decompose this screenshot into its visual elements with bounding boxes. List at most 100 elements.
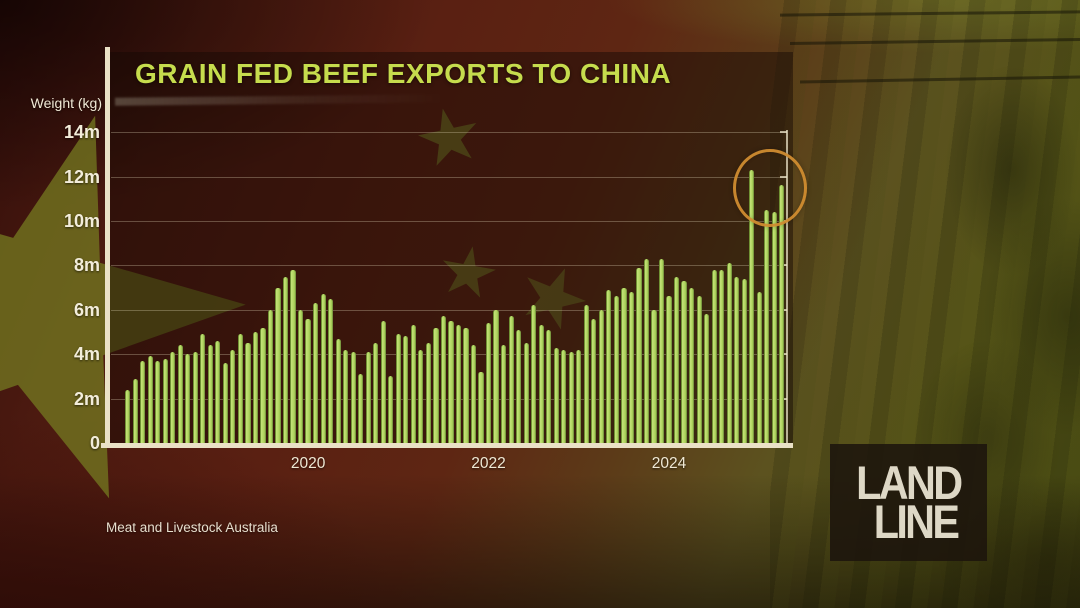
bar-month-80 [726,263,732,443]
bar-month-39 [418,349,424,443]
right-axis-tick [780,131,787,134]
y-tick-label: 6m [73,299,100,320]
bar-month-11 [207,345,213,443]
bar-month-70 [651,309,657,443]
bar-month-8 [185,354,191,443]
y-tick-label: 2m [73,388,100,409]
bar-month-48 [485,323,492,443]
x-tick-label-2022: 2022 [471,455,506,472]
chart-panel: GRAIN FED BEEF EXPORTS TO CHINA [101,47,807,448]
bar-month-46 [470,345,477,443]
bar-month-28 [335,338,341,443]
y-tick-label: 0 [89,433,100,453]
bar-month-12 [215,340,221,443]
bar-month-13 [222,363,228,443]
bar-month-37 [403,336,409,443]
bar-month-64 [606,289,612,443]
bar-month-71 [658,258,665,443]
bar-month-6 [170,351,176,443]
bar-month-9 [192,351,198,443]
right-axis-line [786,130,788,443]
bar-month-22 [290,269,296,443]
bar-month-44 [455,325,462,443]
x-tick-label-2020: 2020 [290,455,326,472]
bar-month-62 [591,318,597,443]
bar-month-45 [463,327,469,443]
gridline [111,309,787,311]
bar-month-75 [689,287,695,443]
highlight-circle-annotation [733,149,807,227]
bar-month-51 [508,316,514,443]
y-tick-label: 8m [73,255,100,276]
bar-month-19 [267,309,274,443]
bar-month-0 [125,389,131,443]
bar-month-60 [576,349,582,443]
y-tick-label: 4m [73,344,100,365]
bar-month-31 [358,374,364,443]
bar-month-25 [313,303,319,443]
bar-month-53 [523,343,529,443]
bar-month-23 [297,309,304,443]
y-tick-label: 10m [63,211,100,231]
bar-month-7 [177,345,183,443]
bar-month-87 [779,185,785,443]
gridline [111,221,787,222]
bar-month-55 [538,325,544,443]
bar-month-16 [245,343,251,443]
bar-month-17 [252,332,259,443]
bar-month-36 [395,334,401,443]
gridline [111,132,787,134]
fence-rail [779,10,1080,17]
bar-month-72 [666,296,672,443]
bar-month-20 [275,287,281,443]
bar-month-57 [553,347,559,443]
bar-month-14 [230,349,236,443]
bar-month-59 [568,351,574,443]
bar-month-73 [673,276,680,443]
fence-rail [789,37,1080,45]
bar-month-33 [373,343,379,443]
y-axis-title: Weight (kg) [30,95,102,111]
bar-month-15 [237,334,243,443]
bar-month-47 [478,371,484,443]
bar-month-18 [260,327,266,443]
bar-month-5 [162,358,168,443]
bar-month-34 [380,320,386,443]
gridline [111,176,787,178]
bar-month-43 [448,320,454,443]
bar-month-77 [704,314,710,443]
bar-month-82 [741,278,747,443]
bar-month-63 [598,309,604,443]
bar-month-76 [696,296,702,443]
landline-logo-text: LAND [856,455,963,509]
bar-month-84 [756,292,762,443]
bar-month-54 [531,305,537,443]
bar-month-61 [583,305,589,443]
bar-month-58 [561,349,567,443]
bar-month-10 [200,334,206,443]
bar-month-3 [147,356,153,443]
bar-month-27 [328,298,334,443]
bar-month-56 [546,329,552,443]
bar-month-41 [433,327,439,443]
bar-month-81 [734,276,740,443]
x-tick-label-2024: 2024 [651,455,687,472]
bar-month-42 [440,316,447,443]
x-axis-line [101,443,793,448]
bar-month-78 [711,269,717,443]
bar-month-50 [501,345,507,443]
landline-logo-text: LINE [873,494,960,548]
bar-month-21 [282,276,289,443]
landline-logo: LAND LINE [830,444,987,561]
bar-month-38 [410,325,416,443]
bar-month-86 [771,212,777,443]
bar-month-68 [636,267,642,443]
fence-rail [799,75,1080,84]
y-tick-label: 14m [63,122,100,143]
bar-month-85 [764,209,770,443]
bar-month-29 [343,349,349,443]
bar-month-49 [493,309,499,443]
bar-month-40 [425,343,431,443]
bar-month-66 [621,287,627,443]
